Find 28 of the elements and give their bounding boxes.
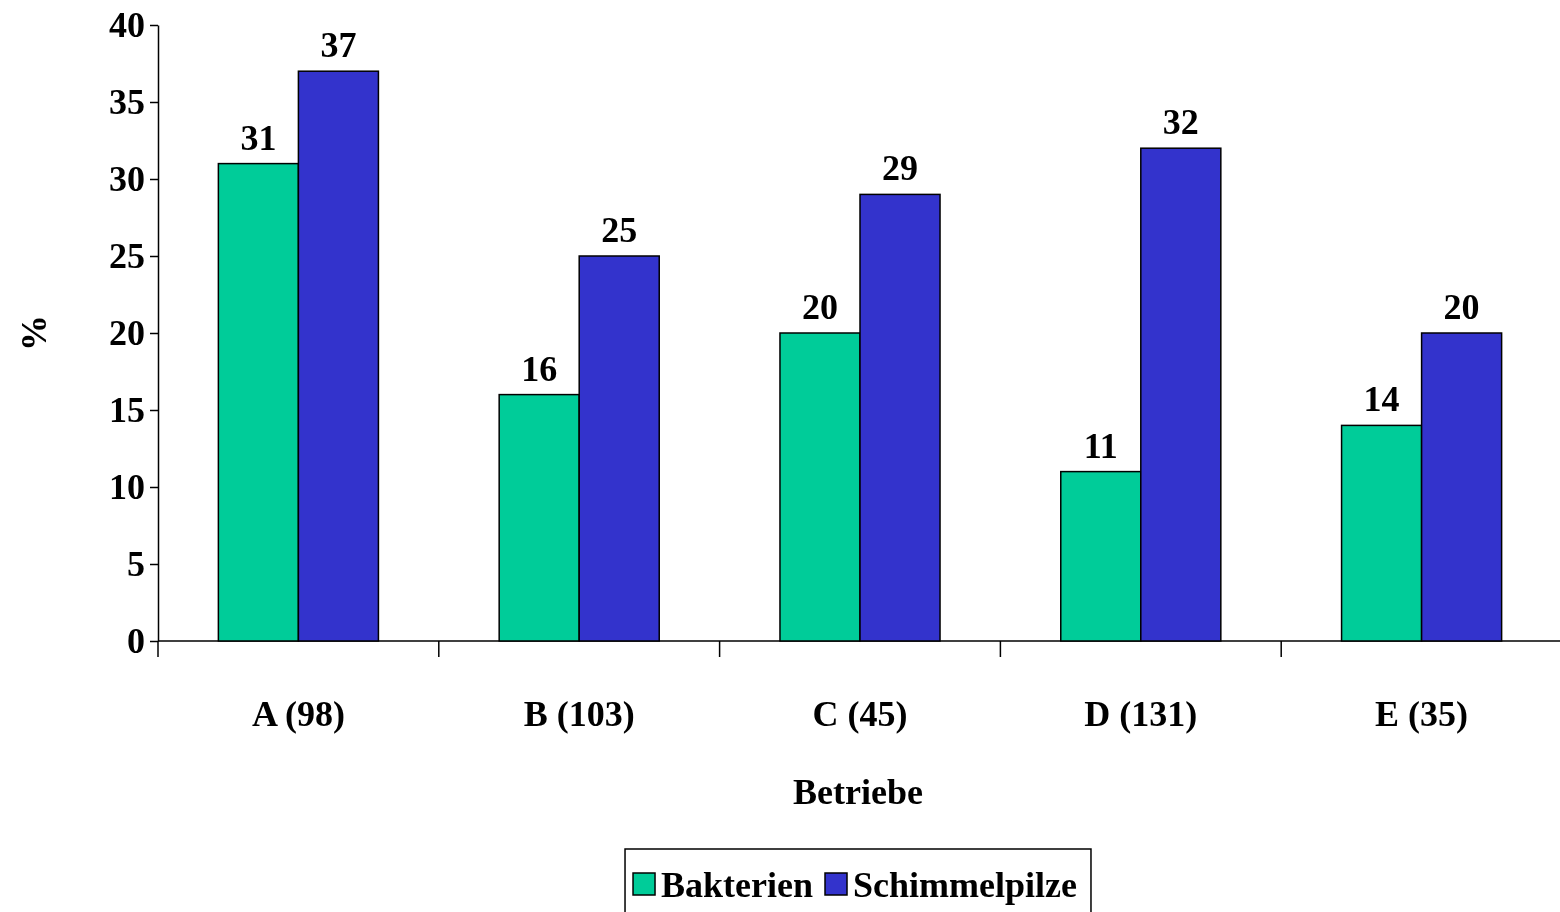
data-label: 32 [1162, 102, 1199, 143]
data-label: 20 [801, 287, 838, 327]
y-tick-label: 40 [109, 5, 145, 46]
y-tick-label: 0 [127, 621, 145, 662]
x-axis-title: Betriebe [793, 772, 923, 812]
legend-label: Schimmelpilze [853, 865, 1077, 905]
data-label: 16 [521, 348, 558, 389]
y-tick-label: 25 [109, 236, 145, 277]
data-label: 25 [601, 210, 638, 250]
y-tick-label: 10 [109, 467, 145, 508]
y-tick-label: 5 [127, 544, 145, 585]
data-label: 31 [240, 117, 277, 158]
x-tick-label: C (45) [812, 694, 908, 734]
data-label: 11 [1083, 425, 1118, 466]
x-tick-label: E (35) [1375, 694, 1469, 734]
y-tick-label: 20 [109, 313, 145, 354]
data-label: 20 [1443, 287, 1480, 327]
x-tick-label: B (103) [523, 694, 635, 734]
y-tick-label: 15 [109, 390, 145, 431]
legend-label: Bakterien [661, 865, 814, 905]
x-tick-label: D (131) [1084, 694, 1198, 734]
data-label: 14 [1363, 379, 1400, 420]
y-axis-title: % [14, 315, 54, 351]
data-label: 29 [882, 148, 919, 189]
x-tick-label: A (98) [251, 694, 345, 734]
y-tick-label: 35 [109, 82, 145, 123]
y-tick-label: 30 [109, 159, 145, 200]
data-label: 37 [320, 25, 357, 66]
